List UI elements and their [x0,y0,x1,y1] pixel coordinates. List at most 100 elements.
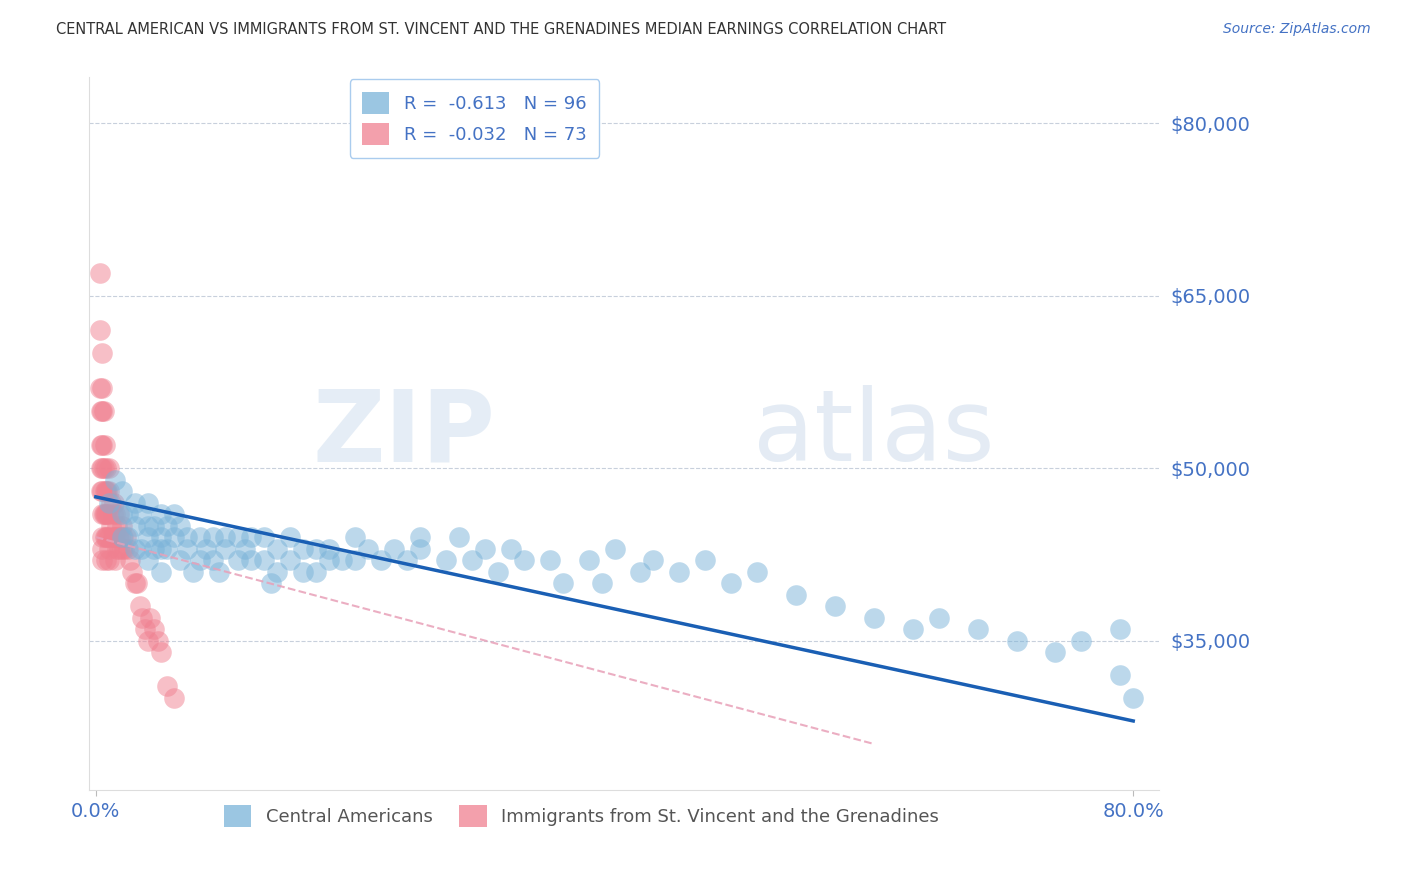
Point [97,461,120,475]
Point [93,403,115,417]
Point [111,507,134,521]
Point [188,553,211,567]
Point [292,565,315,579]
Point [292,541,315,556]
Point [146,633,169,648]
Point [97,530,120,544]
Point [591,576,613,591]
Point [966,622,988,636]
Point [201,530,224,544]
Point [176,541,198,556]
Point [578,553,600,567]
Point [91,484,114,499]
Point [90,403,112,417]
Point [100,495,122,509]
Point [1122,690,1144,705]
Point [97,541,120,556]
Point [104,553,127,567]
Point [127,576,149,591]
Point [208,565,231,579]
Point [108,507,131,521]
Point [266,565,288,579]
Point [176,530,198,544]
Point [96,530,118,544]
Point [344,530,367,544]
Point [136,530,159,544]
Point [93,507,115,521]
Point [474,541,496,556]
Point [91,507,114,521]
Point [91,346,114,360]
Point [97,553,120,567]
Point [149,541,172,556]
Point [111,484,134,499]
Point [318,541,340,556]
Point [330,553,353,567]
Point [499,541,522,556]
Point [201,553,224,567]
Point [1109,668,1132,682]
Point [278,530,301,544]
Point [104,507,127,521]
Point [112,530,135,544]
Point [111,530,134,544]
Point [96,507,118,521]
Point [112,541,135,556]
Point [156,680,179,694]
Point [149,530,172,544]
Point [149,645,172,659]
Point [928,610,950,624]
Point [89,381,111,395]
Point [129,599,152,613]
Point [181,565,204,579]
Point [149,565,172,579]
Point [96,553,118,567]
Point [409,541,432,556]
Point [240,553,263,567]
Point [107,530,129,544]
Point [162,530,184,544]
Point [434,553,457,567]
Point [603,541,626,556]
Point [409,530,432,544]
Point [94,484,117,499]
Point [118,553,141,567]
Point [104,530,127,544]
Point [89,266,111,280]
Point [785,588,807,602]
Point [103,495,125,509]
Point [134,622,156,636]
Point [305,565,328,579]
Point [100,518,122,533]
Point [162,690,184,705]
Point [214,541,236,556]
Point [94,507,117,521]
Point [91,438,114,452]
Point [124,495,146,509]
Point [91,381,114,395]
Point [214,530,236,544]
Legend: Central Americans, Immigrants from St. Vincent and the Grenadines: Central Americans, Immigrants from St. V… [217,797,946,834]
Point [136,518,159,533]
Point [720,576,742,591]
Point [111,541,134,556]
Point [240,530,263,544]
Point [91,461,114,475]
Point [136,633,159,648]
Point [901,622,924,636]
Point [143,518,166,533]
Point [228,553,250,567]
Point [90,438,112,452]
Point [104,473,127,487]
Point [124,541,146,556]
Point [863,610,886,624]
Point [382,541,405,556]
Point [97,495,120,509]
Point [101,530,124,544]
Point [93,461,115,475]
Point [1005,633,1028,648]
Point [139,610,162,624]
Point [551,576,574,591]
Point [129,507,152,521]
Point [162,507,184,521]
